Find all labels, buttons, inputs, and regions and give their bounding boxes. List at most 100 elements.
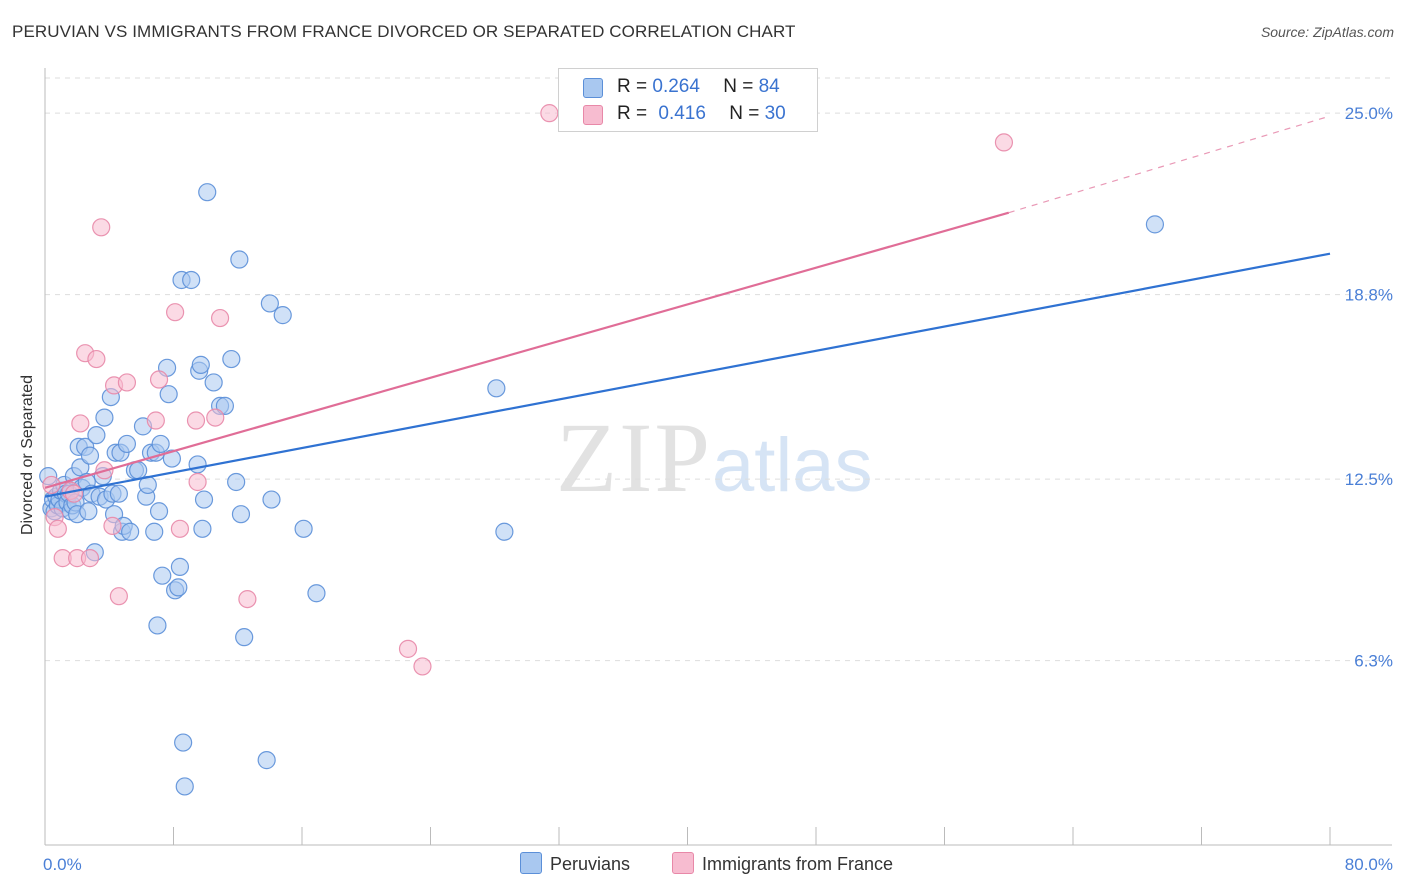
- peruvian-point: [95, 408, 114, 427]
- france-point: [994, 133, 1014, 152]
- bottom-legend-label: Immigrants from France: [702, 854, 894, 874]
- tick-labels: 6.3% 12.5% 18.8% 25.0% 0.0% 80.0%: [43, 104, 1393, 874]
- chart-title: PERUVIAN VS IMMIGRANTS FROM FRANCE DIVOR…: [12, 22, 796, 41]
- peruvian-point: [162, 449, 181, 468]
- trend-line-peruvians: [44, 252, 1331, 498]
- peruvian-point: [182, 270, 201, 290]
- bottom-legend-swatch-blue: [520, 852, 542, 874]
- france-point: [146, 411, 165, 430]
- peruvian-point: [191, 355, 210, 374]
- peruvian-point: [79, 502, 98, 521]
- peruvian-point: [129, 461, 148, 480]
- legend-n-label: N =: [723, 76, 754, 97]
- peruvian-point: [153, 566, 172, 585]
- peruvian-point: [170, 557, 190, 576]
- peruvian-point: [174, 733, 193, 752]
- france-point: [92, 218, 111, 237]
- france-point: [210, 308, 230, 328]
- france-point: [540, 104, 559, 123]
- peruvian-point: [175, 777, 194, 796]
- peruvian-point: [145, 522, 164, 541]
- peruvian-point: [260, 294, 279, 313]
- correlation-legend: R = 0.264 N = 84 R = 0.416 N = 30: [558, 68, 818, 132]
- legend-n-value: 30: [764, 103, 786, 124]
- axes: [44, 68, 1392, 846]
- peruvian-point: [273, 306, 292, 325]
- y-axis-label: Divorced or Separated: [19, 374, 36, 536]
- peruvian-point: [193, 519, 212, 538]
- data-points: [39, 104, 1165, 796]
- peruvian-point: [307, 584, 326, 603]
- peruvian-point: [1145, 215, 1165, 234]
- legend-n-label: N =: [729, 103, 760, 124]
- france-point: [87, 349, 106, 369]
- peruvian-point: [194, 490, 214, 509]
- france-point: [117, 373, 137, 392]
- peruvian-point: [151, 434, 170, 454]
- peruvian-point: [257, 751, 276, 770]
- peruvian-point: [204, 373, 223, 392]
- peruvian-point: [495, 522, 514, 541]
- france-point: [398, 639, 418, 658]
- france-point: [413, 657, 432, 676]
- watermark: ZIPatlas: [556, 400, 873, 515]
- source-label: Source: ZipAtlas.com: [1260, 24, 1394, 40]
- legend-swatch-blue: [583, 78, 603, 98]
- y-tick-label: 18.8%: [1345, 286, 1393, 305]
- legend-n-value: 84: [758, 76, 780, 97]
- france-point: [149, 370, 169, 389]
- france-point: [80, 549, 100, 568]
- france-point: [186, 411, 206, 430]
- y-tick-label: 6.3%: [1354, 652, 1393, 671]
- x-tick-label: 0.0%: [43, 855, 82, 874]
- peruvian-point: [230, 250, 249, 269]
- peruvian-point: [87, 426, 106, 445]
- france-point: [103, 516, 122, 536]
- peruvian-point: [227, 472, 246, 492]
- watermark-zip: ZIP: [556, 402, 712, 513]
- peruvian-point: [294, 519, 313, 538]
- peruvian-point: [222, 349, 241, 369]
- peruvian-point: [148, 616, 167, 635]
- y-tick-label: 12.5%: [1345, 470, 1393, 489]
- france-point: [48, 519, 67, 538]
- trend-line-extension-france: [1008, 115, 1331, 214]
- legend-row-france: R = 0.416 N = 30: [583, 103, 786, 125]
- peruvian-point: [169, 578, 188, 597]
- peruvian-point: [80, 446, 100, 465]
- france-point: [71, 414, 90, 433]
- france-point: [109, 587, 128, 606]
- peruvian-point: [159, 385, 178, 404]
- legend-row-peruvians: R = 0.264 N = 84: [583, 76, 780, 98]
- france-point: [238, 589, 257, 609]
- bottom-legend-swatch-pink: [672, 852, 694, 874]
- france-point: [206, 408, 225, 427]
- peruvian-point: [235, 628, 254, 647]
- peruvian-point: [198, 183, 217, 202]
- peruvian-point: [117, 434, 137, 454]
- bottom-legend-peruvians: Peruvians: [520, 852, 630, 875]
- france-point: [170, 519, 190, 538]
- legend-r-label: R =: [617, 103, 648, 124]
- watermark-atlas: atlas: [712, 423, 873, 508]
- peruvian-point: [487, 379, 506, 398]
- x-tick-label: 80.0%: [1345, 855, 1393, 874]
- legend-r-label: R =: [617, 76, 648, 97]
- bottom-legend-label: Peruvians: [550, 854, 631, 874]
- legend-swatch-pink: [583, 105, 603, 125]
- peruvian-point: [149, 502, 169, 521]
- trend-line-france: [44, 211, 1010, 489]
- peruvian-point: [188, 455, 207, 474]
- peruvian-point: [215, 396, 234, 415]
- peruvian-point: [262, 490, 281, 509]
- bottom-legend-france: Immigrants from France: [672, 852, 893, 875]
- legend-r-value: 0.264: [652, 76, 700, 97]
- peruvian-point: [109, 484, 128, 503]
- y-tick-label: 25.0%: [1345, 104, 1393, 123]
- trend-lines: [44, 115, 1331, 498]
- legend-r-value: 0.416: [658, 103, 706, 124]
- france-point: [166, 303, 185, 322]
- france-point: [188, 472, 207, 492]
- peruvian-point: [121, 522, 140, 541]
